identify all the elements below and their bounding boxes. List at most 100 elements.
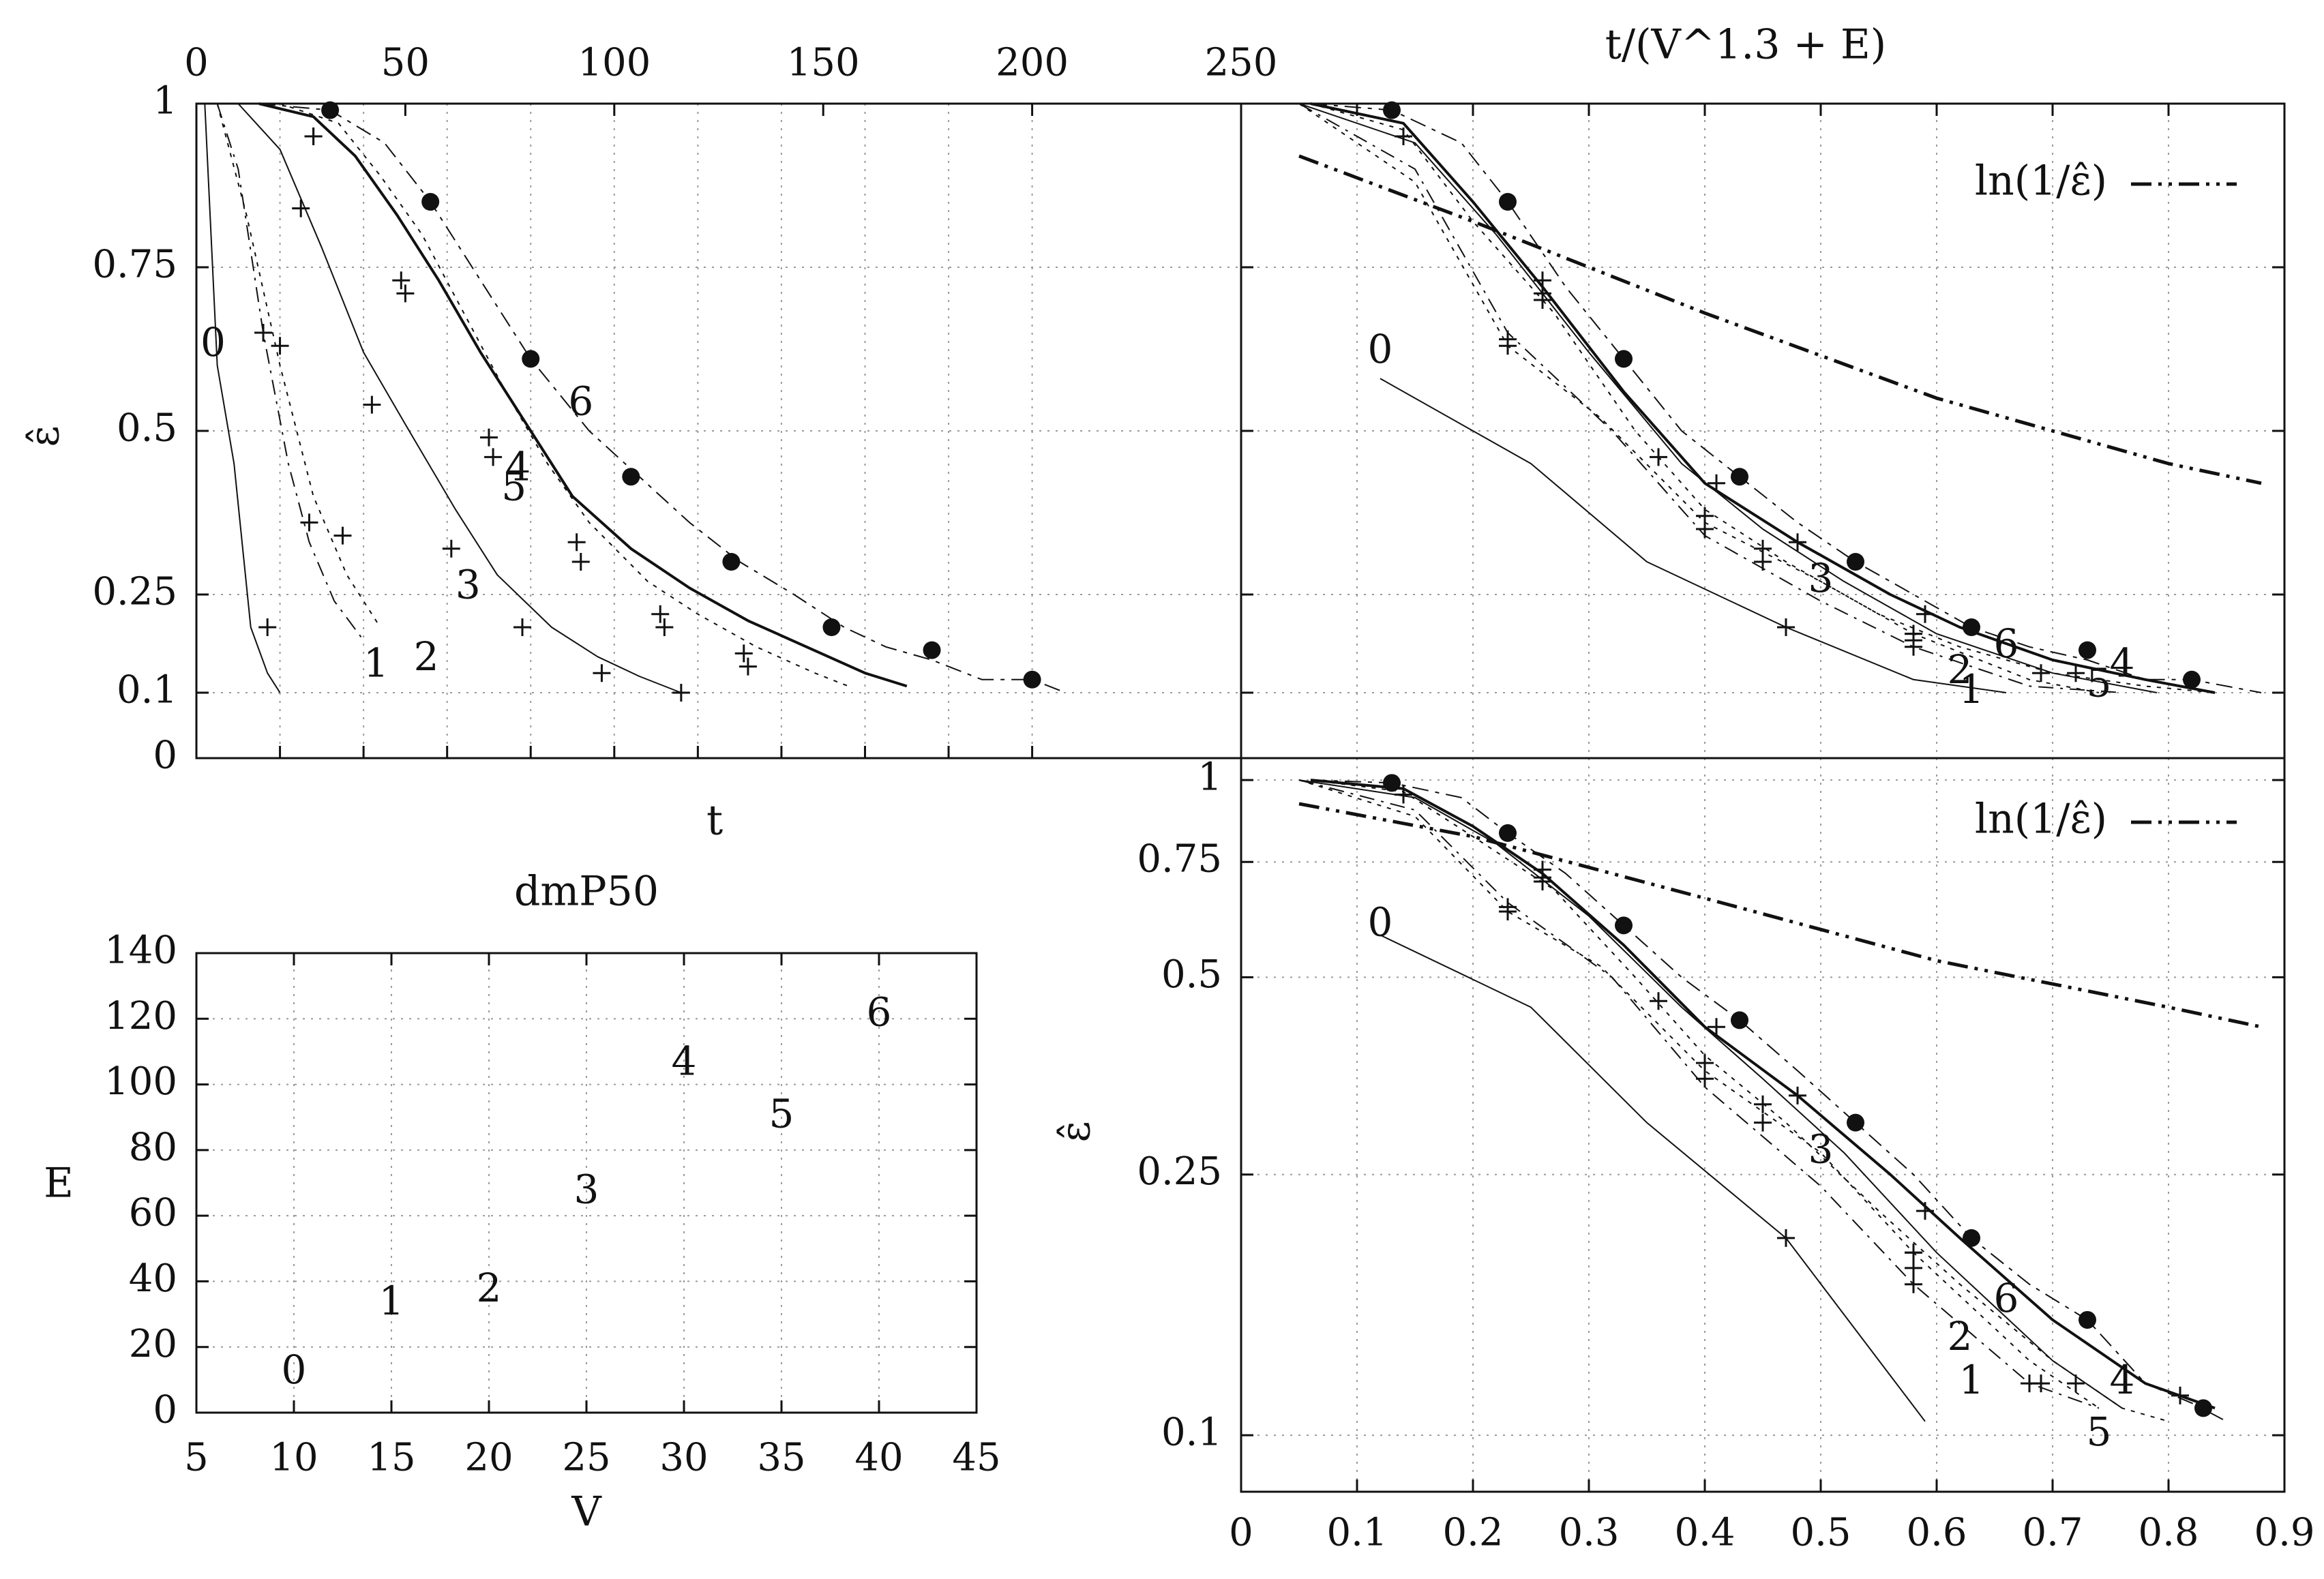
p4-line-5 [1310, 779, 2169, 1422]
p4-curve-label-5: 5 [2087, 1409, 2112, 1455]
p4-frame [1240, 757, 2286, 1493]
p1-line-0 [204, 103, 281, 693]
p2-curve-label-3: 3 [1808, 555, 1834, 601]
p4-series-6 [1310, 774, 2227, 1422]
p4-line-2 [1298, 779, 2100, 1409]
p4-ytick-label-1: 0.25 [1137, 1149, 1222, 1194]
p4-marker-6-4 [1847, 1113, 1864, 1132]
p4-xtick-label-2: 0.2 [1442, 1511, 1503, 1555]
p4-marker-1-2 [1905, 1275, 1922, 1293]
p2-marker-5-4 [2032, 664, 2050, 682]
p1-marker-3-0 [292, 199, 310, 217]
p4-xtick-label-0: 0 [1229, 1511, 1253, 1555]
p4-marker-5-3 [1905, 1244, 1922, 1262]
p1-line-6 [258, 103, 1066, 693]
p4-ytick-label-3: 0.75 [1137, 837, 1222, 882]
p4-marker-6-6 [2079, 1310, 2096, 1329]
p3-point-1: 1 [379, 1278, 404, 1324]
p1-curve-label-3: 3 [456, 561, 481, 607]
p2-marker-6-0 [1383, 101, 1401, 119]
p2-marker-6-7 [2183, 670, 2201, 689]
p2-curve-label-6: 6 [1994, 620, 2019, 667]
p3-ytick-label-6: 120 [104, 994, 177, 1038]
p1-marker-6-3 [622, 468, 640, 486]
p2-marker-5-3 [1905, 625, 1922, 643]
p1-line-1 [216, 103, 364, 641]
p1-marker-4-5 [734, 644, 753, 663]
p1-curve-label-5: 5 [501, 463, 526, 509]
p2-line-0 [1380, 378, 2007, 693]
data-layer [204, 101, 2262, 1422]
p2-marker-6-3 [1731, 468, 1748, 486]
p1-ytick-label-2: 0.25 [92, 570, 177, 614]
p3-point-3: 3 [574, 1166, 599, 1212]
p1-marker-6-4 [722, 553, 741, 571]
p1-marker-5-4 [655, 618, 674, 636]
p1-ytick-label-1: 0.1 [117, 668, 177, 712]
p1-top-xtick-label-1: 50 [381, 41, 430, 85]
p2-marker-5-2 [1754, 539, 1772, 558]
p4-line-0 [1380, 934, 1926, 1422]
p1-marker-6-5 [822, 618, 841, 636]
p2-curve-label-1: 1 [1959, 666, 1984, 712]
p1-marker-2-0 [271, 337, 289, 355]
p2-marker-0-0 [1777, 618, 1795, 636]
p3-xtick-label-6: 35 [757, 1436, 805, 1480]
p1-marker-5-2 [484, 448, 503, 466]
p4-marker-5-1 [1650, 992, 1667, 1010]
p4-curve-label-6: 6 [1994, 1275, 2019, 1321]
p1-series-0 [204, 103, 281, 693]
p1-ytick-label-5: 1 [153, 79, 177, 123]
p3-xtick-label-4: 25 [562, 1436, 610, 1480]
p1-marker-4-1 [392, 271, 411, 290]
p2-marker-4-2 [1708, 474, 1725, 492]
p1-marker-6-6 [923, 641, 941, 659]
p1-series-1 [216, 103, 364, 641]
p1-line-4 [258, 102, 908, 688]
p4-line-6 [1310, 779, 2227, 1422]
p4-marker-4-0 [1395, 785, 1412, 804]
p2-line-3 [1298, 103, 2158, 693]
p4-xtick-label-7: 0.7 [2022, 1511, 2083, 1555]
p4-marker-1-1 [1696, 1070, 1714, 1088]
p1-top-xtick-label-5: 250 [1205, 41, 1278, 85]
p4-marker-6-1 [1499, 824, 1517, 842]
p2-marker-5-0 [1534, 291, 1551, 309]
p4-reference-line [1298, 802, 2262, 1029]
p1-marker-4-4 [651, 605, 670, 623]
p4-xtick-label-9: 0.9 [2254, 1511, 2314, 1555]
p1-series-5 [280, 103, 849, 687]
p4-series-4 [1310, 779, 2216, 1410]
p3-xtick-label-8: 45 [952, 1436, 1000, 1480]
p1-curve-label-6: 6 [568, 378, 593, 425]
p4-line-1 [1298, 779, 2100, 1409]
p1-marker-2-1 [333, 526, 352, 545]
p3-ytick-label-4: 80 [129, 1125, 177, 1169]
p1-marker-5-1 [396, 284, 415, 303]
p1-series-6 [258, 101, 1066, 693]
p1-marker-5-3 [571, 553, 590, 571]
p4-xtick-label-8: 0.8 [2138, 1511, 2199, 1555]
p4-marker-6-7 [2194, 1399, 2212, 1417]
p2-marker-3-3 [2067, 664, 2085, 682]
p3-ytick-label-5: 100 [104, 1059, 177, 1104]
p1-line-3 [237, 103, 682, 693]
frame-layer [195, 102, 2286, 1493]
p1-top-xtick-label-2: 100 [578, 41, 651, 85]
p2-marker-6-4 [1847, 553, 1864, 571]
p4-series-5 [1310, 779, 2169, 1422]
p4-ytick-label-0: 0.1 [1161, 1411, 1222, 1455]
p2-reference-line [1298, 154, 2262, 485]
p2-marker-6-1 [1499, 193, 1517, 211]
p1-marker-4-2 [479, 428, 498, 447]
p4-ytick-label-4: 1 [1197, 755, 1222, 800]
p4-marker-4-5 [2171, 1386, 2189, 1404]
p1-top-xtick-label-0: 0 [184, 41, 209, 85]
p4-marker-4-3 [1789, 1086, 1806, 1104]
p1-ytick-label-3: 0.5 [117, 406, 177, 451]
p3-ytick-label-1: 20 [129, 1322, 177, 1366]
p2-curve-label-4: 4 [2110, 640, 2135, 687]
p1-marker-3-1 [363, 395, 381, 414]
p4-marker-6-2 [1615, 916, 1633, 935]
p1-marker-6-1 [421, 193, 440, 211]
